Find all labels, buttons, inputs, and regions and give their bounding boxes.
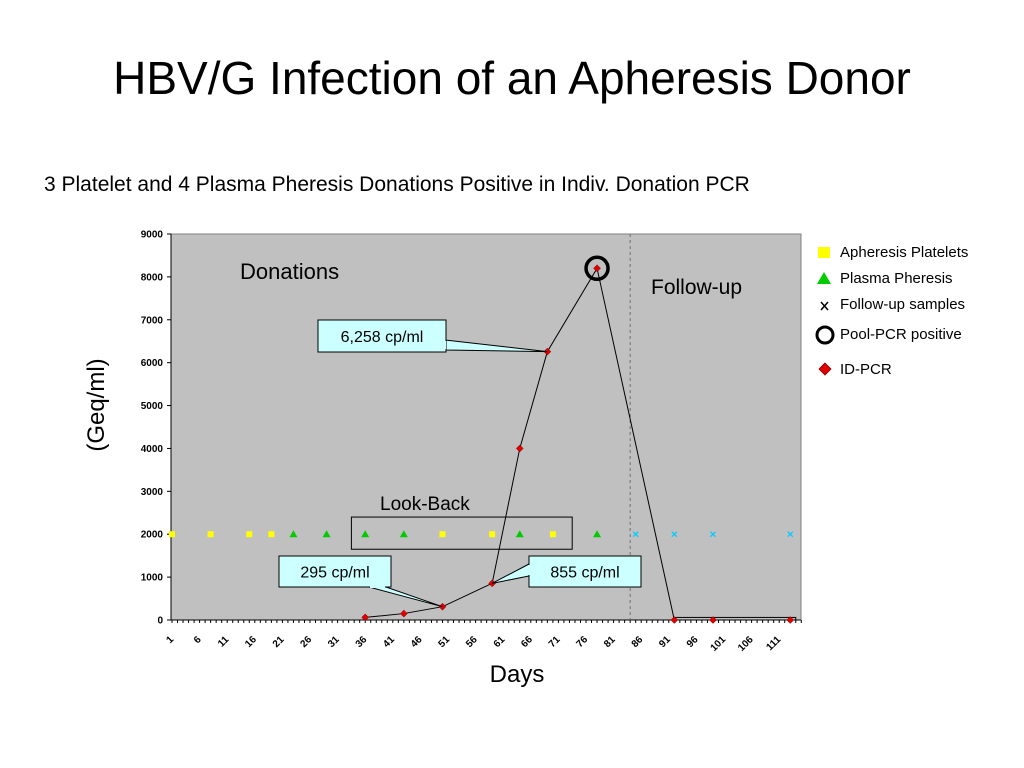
x-tick-label: 31 bbox=[326, 634, 342, 650]
y-tick-label: 4000 bbox=[141, 444, 164, 455]
callout-label: 295 cp/ml bbox=[300, 565, 369, 582]
plasma-marker bbox=[289, 530, 298, 538]
y-tick-label: 9000 bbox=[141, 230, 164, 241]
y-tick-label: 7000 bbox=[141, 315, 164, 326]
circle-icon bbox=[815, 325, 835, 345]
id-pcr-marker bbox=[670, 616, 679, 624]
follow-up-marker bbox=[671, 531, 678, 538]
x-tick-label: 21 bbox=[271, 634, 287, 650]
x-tick-label: 1 bbox=[164, 634, 176, 646]
green-triangle-icon bbox=[815, 269, 835, 287]
platelet-marker bbox=[489, 531, 496, 538]
plasma-marker bbox=[322, 530, 331, 538]
red-diamond-icon bbox=[815, 360, 835, 378]
callout-box bbox=[317, 319, 447, 353]
id-pcr-marker bbox=[786, 616, 795, 624]
id-pcr-marker bbox=[515, 444, 524, 453]
platelet-marker bbox=[207, 531, 214, 538]
id-pcr-marker bbox=[399, 609, 408, 618]
x-tick-label: 46 bbox=[409, 634, 425, 650]
donations-label: Donations bbox=[240, 259, 339, 284]
plasma-marker bbox=[515, 530, 524, 538]
slide-subtitle: 3 Platelet and 4 Plasma Pheresis Donatio… bbox=[44, 173, 750, 196]
look-back-box bbox=[350, 516, 573, 550]
callout-label: 6,258 cp/ml bbox=[341, 329, 424, 346]
platelet-marker bbox=[439, 531, 446, 538]
x-tick-label: 106 bbox=[736, 634, 756, 654]
y-tick-label: 2000 bbox=[141, 530, 164, 541]
callout-box bbox=[528, 555, 642, 588]
callout-label: 855 cp/ml bbox=[550, 565, 619, 582]
legend-label-pool-pcr: Pool-PCR positive bbox=[840, 326, 962, 343]
platelet-marker bbox=[268, 531, 275, 538]
plasma-marker bbox=[361, 530, 370, 538]
y-tick-label: 3000 bbox=[141, 487, 164, 498]
x-tick-label: 61 bbox=[492, 634, 508, 650]
id-pcr-marker bbox=[361, 613, 370, 622]
plot-area bbox=[170, 233, 802, 621]
id-pcr-line bbox=[365, 266, 791, 621]
legend-label-followup: Follow-up samples bbox=[840, 296, 966, 313]
x-mark-icon bbox=[815, 295, 835, 313]
platelet-marker bbox=[246, 531, 253, 538]
x-tick-label: 91 bbox=[657, 634, 673, 650]
x-tick-label: 111 bbox=[765, 634, 784, 653]
x-tick-label: 41 bbox=[381, 634, 397, 650]
x-tick-label: 16 bbox=[243, 634, 259, 650]
x-tick-label: 6 bbox=[192, 634, 204, 646]
id-pcr-marker bbox=[709, 616, 717, 624]
x-tick-label: 86 bbox=[630, 634, 646, 650]
yellow-square-icon bbox=[815, 243, 835, 261]
callout-box bbox=[278, 555, 392, 588]
x-tick-label: 51 bbox=[436, 634, 452, 650]
legend-label-id-pcr: ID-PCR bbox=[840, 361, 892, 378]
plasma-marker bbox=[593, 530, 602, 538]
follow-up-marker bbox=[632, 531, 639, 538]
y-axis-title: (Geq/ml) bbox=[83, 358, 110, 451]
look-back-label: Look-Back bbox=[380, 494, 470, 515]
legend-label-platelets: Apheresis Platelets bbox=[840, 244, 969, 261]
x-tick-label: 11 bbox=[216, 634, 232, 650]
follow-up-label: Follow-up bbox=[651, 276, 742, 299]
plasma-marker bbox=[399, 530, 408, 538]
y-tick-label: 6000 bbox=[141, 358, 164, 369]
x-tick-label: 36 bbox=[354, 634, 370, 650]
y-tick-label: 0 bbox=[157, 616, 163, 627]
pool-pcr-circle bbox=[584, 255, 610, 282]
x-tick-label: 71 bbox=[547, 634, 563, 650]
follow-up-marker bbox=[787, 531, 794, 538]
x-tick-label: 76 bbox=[574, 634, 590, 650]
follow-up-marker bbox=[710, 531, 716, 538]
x-tick-label: 81 bbox=[602, 634, 618, 650]
x-tick-label: 66 bbox=[519, 634, 535, 650]
x-axis-title: Days bbox=[490, 661, 545, 688]
y-tick-label: 5000 bbox=[141, 401, 164, 412]
id-pcr-marker bbox=[593, 264, 601, 273]
x-tick-label: 26 bbox=[298, 634, 314, 650]
platelet-marker bbox=[169, 531, 175, 538]
y-tick-label: 1000 bbox=[141, 573, 164, 584]
legend-label-plasma: Plasma Pheresis bbox=[840, 270, 953, 287]
x-tick-label: 56 bbox=[464, 634, 480, 650]
y-tick-label: 8000 bbox=[141, 272, 164, 283]
slide-title: HBV/G Infection of an Apheresis Donor bbox=[113, 52, 911, 104]
x-tick-label: 96 bbox=[685, 634, 701, 650]
x-tick-label: 101 bbox=[709, 634, 729, 654]
platelet-marker bbox=[549, 531, 556, 538]
